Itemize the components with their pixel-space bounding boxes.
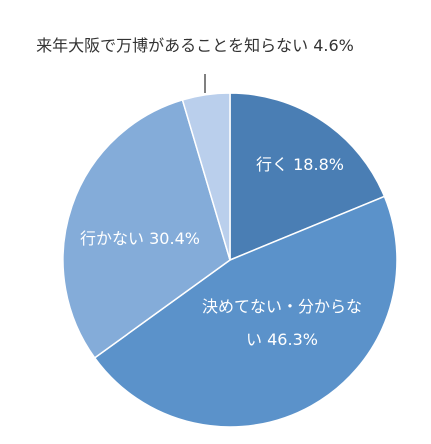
pie-slice-3 <box>62 98 231 359</box>
pie-slice-4 <box>181 92 231 261</box>
data-label-3: 行かない 30.4% <box>80 229 200 248</box>
pie-slice-2 <box>93 195 398 428</box>
data-label-4: 来年大阪で万博があることを知らない 4.6% <box>36 36 354 55</box>
pie-slice-1 <box>229 92 386 262</box>
data-label-2: 決めてない・分からない 46.3% <box>202 297 362 349</box>
data-label-1: 行く 18.8% <box>256 155 344 174</box>
